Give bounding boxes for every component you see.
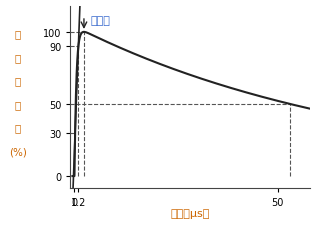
- X-axis label: 時間（μs）: 時間（μs）: [171, 208, 210, 218]
- Text: ジ: ジ: [14, 76, 21, 86]
- Text: 電: 電: [14, 100, 21, 109]
- Text: 波高値: 波高値: [90, 16, 110, 26]
- Text: (%): (%): [9, 147, 27, 157]
- Text: ー: ー: [14, 52, 21, 63]
- Text: 圧: 圧: [14, 123, 21, 133]
- Text: サ: サ: [14, 29, 21, 39]
